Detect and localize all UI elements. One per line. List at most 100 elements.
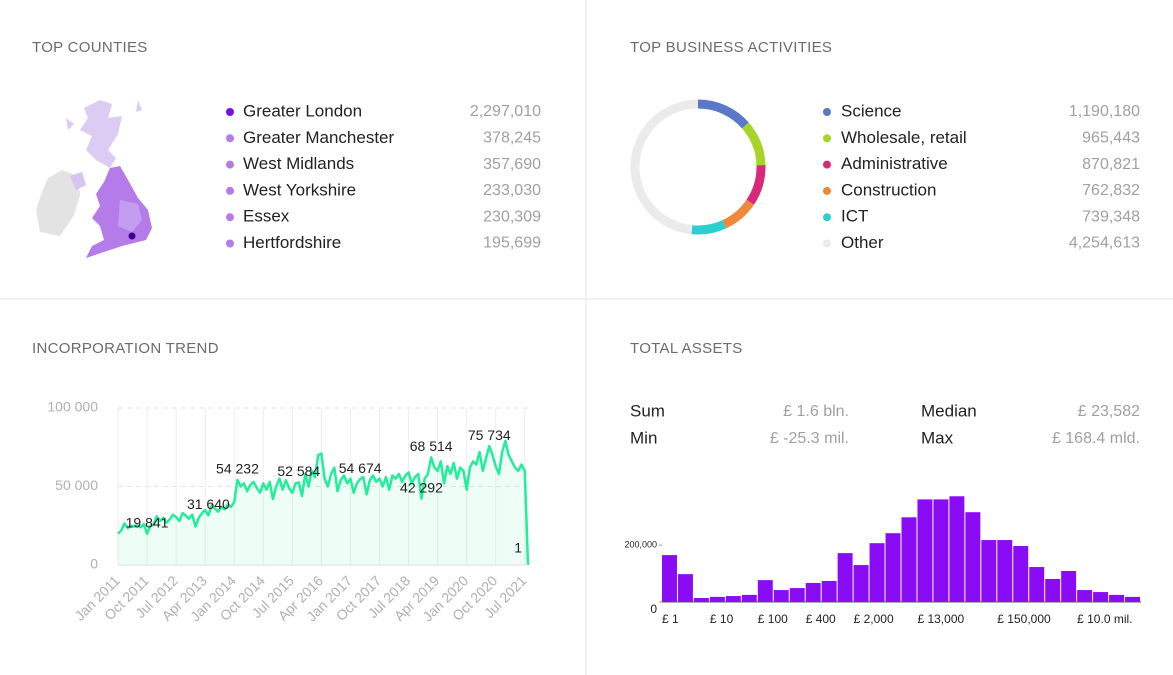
bar	[1045, 578, 1061, 602]
legend-dot	[226, 134, 234, 143]
stat-value: £ -25.3 mil.	[770, 430, 849, 447]
bar	[662, 555, 677, 602]
bar	[965, 512, 981, 602]
donut-segment	[746, 165, 766, 205]
legend-value: 870,821	[1082, 156, 1140, 173]
county-name: Hertfordshire	[243, 233, 341, 252]
x-tick-label: £ 10.0 mil.	[1077, 612, 1132, 626]
donut-segment	[630, 99, 699, 235]
panel-title: TOTAL ASSETS	[630, 340, 743, 357]
legend-value: 1,190,180	[1069, 103, 1140, 120]
bar	[917, 499, 933, 602]
donut-segment	[691, 220, 727, 235]
data-label: 42 292	[400, 479, 443, 495]
legend-value: 762,832	[1082, 182, 1140, 199]
county-value: 357,690	[483, 156, 541, 173]
legend-dot	[823, 186, 831, 195]
stat-label: Max	[921, 428, 954, 447]
trend-line	[117, 439, 530, 566]
county-name: Greater London	[243, 101, 362, 120]
bar	[1109, 594, 1125, 602]
bar	[949, 496, 965, 602]
stat-label: Min	[630, 428, 657, 447]
bar	[741, 594, 757, 602]
stat-value: £ 23,582	[1078, 403, 1140, 420]
bar	[773, 590, 789, 602]
x-tick-label: £ 400	[806, 612, 836, 626]
legend-value: 4,254,613	[1069, 235, 1140, 252]
county-name: West Midlands	[243, 154, 354, 173]
panel-title: TOP BUSINESS ACTIVITIES	[630, 39, 832, 56]
bar	[693, 598, 709, 602]
x-tick-label: £ 150,000	[997, 612, 1051, 626]
data-label: 54 232	[216, 461, 259, 477]
county-value: 233,030	[483, 182, 541, 199]
bar	[1061, 571, 1077, 602]
bar	[933, 499, 949, 602]
legend-dot	[823, 213, 831, 222]
bar	[1029, 567, 1045, 602]
x-tick-label: £ 2,000	[854, 612, 894, 626]
panel-title: INCORPORATION TREND	[32, 340, 219, 357]
bar	[1125, 596, 1140, 602]
county-name: Greater Manchester	[243, 128, 395, 147]
bar	[837, 553, 853, 602]
legend-label: Wholesale, retail	[841, 128, 967, 147]
bar	[757, 580, 773, 602]
legend-dot	[226, 108, 234, 116]
bar	[1077, 590, 1093, 602]
legend-dot	[823, 134, 831, 143]
bar	[901, 517, 917, 602]
y-tick-label: 200,000	[624, 540, 657, 550]
stat-value: £ 168.4 mld.	[1052, 430, 1140, 447]
county-value: 195,699	[483, 235, 541, 252]
legend-dot	[226, 186, 234, 195]
legend-dot	[226, 213, 234, 222]
y-tick-label: 50 000	[55, 477, 98, 493]
bar	[1013, 546, 1029, 602]
uk-map	[36, 100, 152, 258]
legend-label: ICT	[841, 207, 868, 226]
bar	[805, 582, 821, 602]
legend-label: Science	[841, 101, 901, 120]
data-label: 1	[514, 540, 522, 556]
legend-dot	[823, 239, 831, 248]
bar	[677, 574, 693, 602]
bar	[997, 540, 1013, 602]
data-label: 19 841	[126, 515, 169, 531]
x-tick-label: £ 100	[758, 612, 788, 626]
x-tick-label: £ 13,000	[917, 612, 964, 626]
bar	[725, 596, 741, 602]
legend-dot	[226, 239, 234, 248]
county-name: West Yorkshire	[243, 180, 356, 199]
stat-label: Median	[921, 401, 977, 420]
stat-label: Sum	[630, 401, 665, 420]
bar	[789, 588, 805, 602]
bar	[885, 533, 901, 602]
data-label: 54 674	[339, 460, 382, 476]
data-label: 68 514	[410, 438, 453, 454]
stat-value: £ 1.6 bln.	[783, 403, 849, 420]
legend-dot	[823, 108, 831, 116]
legend-label: Other	[841, 233, 884, 252]
legend-dot	[226, 160, 234, 169]
y-tick-label: 100 000	[47, 399, 98, 415]
legend-dot	[823, 160, 831, 169]
county-value: 230,309	[483, 208, 541, 225]
panel-title: TOP COUNTIES	[32, 39, 148, 56]
line-area	[118, 440, 528, 565]
donut-segment	[697, 99, 749, 129]
bar	[853, 565, 869, 602]
legend-value: 965,443	[1082, 130, 1140, 147]
bar	[709, 596, 725, 602]
county-name: Essex	[243, 207, 290, 226]
x-tick-label: £ 1	[662, 612, 679, 626]
data-label: 52 584	[277, 463, 320, 479]
donut-segment	[722, 199, 754, 229]
y-tick-label: 0	[90, 556, 98, 572]
legend-label: Administrative	[841, 154, 948, 173]
county-value: 2,297,010	[470, 103, 541, 120]
legend-label: Construction	[841, 180, 936, 199]
bar	[1093, 592, 1109, 602]
